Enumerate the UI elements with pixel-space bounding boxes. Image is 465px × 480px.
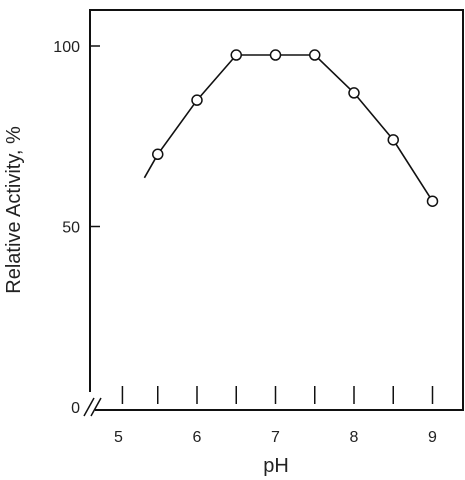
y-tick-label: 50 — [62, 220, 80, 237]
data-point — [309, 49, 321, 61]
series-line-group — [143, 54, 434, 202]
y-axis-title: Relative Activity, % — [3, 126, 25, 294]
x-tick-label: 6 — [193, 429, 202, 446]
data-point — [230, 49, 242, 61]
x-axis-title: pH — [263, 455, 289, 477]
series-line — [143, 54, 434, 202]
axis-break-mark — [83, 397, 95, 417]
data-markers — [152, 49, 439, 207]
data-point — [152, 148, 164, 161]
y-tick-label: 100 — [53, 39, 80, 56]
x-minor-ticks — [121, 386, 434, 404]
data-point — [191, 94, 203, 106]
x-tick-label: 5 — [114, 429, 123, 446]
y-ticks: 0 50 100 — [53, 39, 100, 417]
data-point — [269, 49, 282, 61]
data-point — [426, 195, 439, 207]
x-tick-label: 8 — [350, 429, 359, 446]
data-point — [387, 134, 399, 146]
data-point — [348, 87, 360, 99]
x-tick-label: 9 — [428, 429, 437, 446]
x-tick-labels: 5 6 7 8 9 — [114, 429, 437, 446]
plot-frame — [89, 9, 464, 411]
axis-break-mark — [90, 397, 102, 417]
x-tick-label: 7 — [271, 429, 280, 446]
y-tick-label: 0 — [71, 400, 80, 417]
